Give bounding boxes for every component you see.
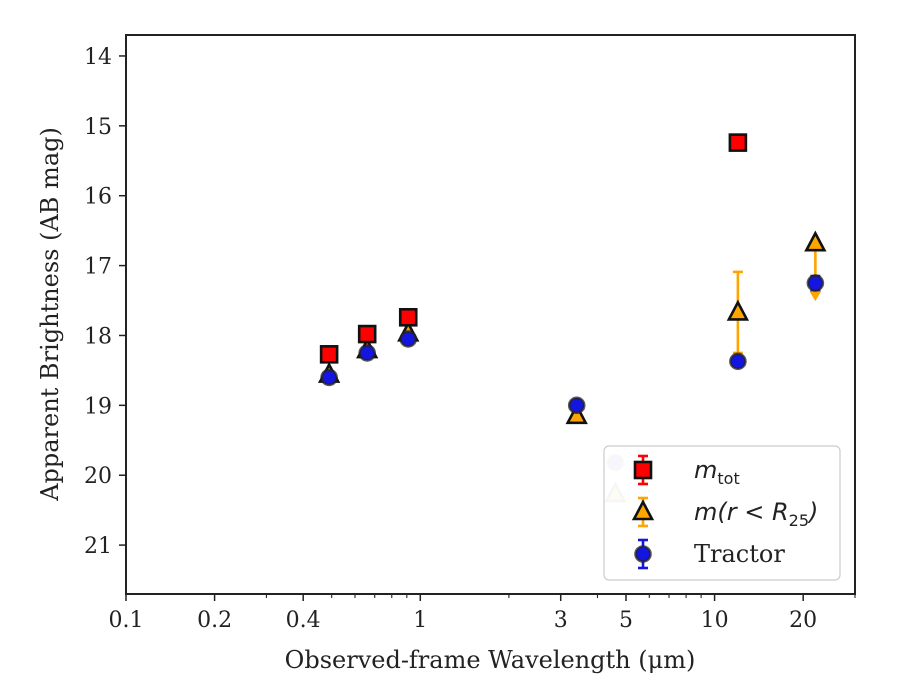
marker-tractor [358, 344, 376, 362]
legend-box [603, 445, 841, 581]
y-tick-label: 21 [84, 534, 112, 559]
legend-marker-tractor [634, 545, 652, 563]
x-tick-label: 1 [413, 608, 427, 633]
y-axis-label: Apparent Brightness (AB mag) [36, 127, 64, 502]
legend-marker-mtot [633, 460, 653, 480]
marker-tractor [806, 274, 825, 292]
x-tick-label: 3 [554, 608, 568, 633]
legend-label-mtot: mtot [694, 456, 740, 488]
axis-ticks: 0.1 0.2 0.4 1 3 5 10 20 14 15 16 17 18 19 20 21 [84, 45, 856, 633]
limit-arrow [809, 291, 822, 302]
marker-mr25 [565, 403, 588, 425]
x-tick-label: 10 [701, 608, 729, 633]
series-mtot [319, 133, 748, 364]
legend-label-mr25: m(r < R25) [694, 498, 818, 530]
legend: mtot m(r < R25) Tractor [603, 445, 841, 581]
legend-entry-mr25: m(r < R25) [631, 496, 818, 530]
marker-mtot [319, 345, 339, 364]
legend-marker-mr25 [631, 499, 655, 521]
marker-mr25 [726, 299, 750, 321]
x-tick-label: 0.2 [197, 608, 232, 633]
marker-mtot [728, 133, 748, 152]
marker-mr25 [804, 230, 827, 252]
x-tick-label: 20 [789, 608, 817, 633]
y-tick-label: 17 [84, 255, 112, 280]
marker-tractor [567, 396, 586, 415]
y-tick-label: 14 [84, 45, 112, 70]
y-tick-label: 18 [84, 324, 112, 349]
marker-tractor [729, 352, 747, 371]
legend-entry-mtot: mtot [633, 454, 740, 488]
x-tick-label: 0.4 [286, 608, 321, 633]
x-tick-label: 5 [619, 608, 633, 633]
marker-mtot [357, 324, 377, 344]
marker-tractor [399, 330, 418, 348]
y-tick-label: 15 [84, 115, 112, 140]
y-tick-label: 16 [84, 185, 112, 210]
y-tick-label: 20 [84, 464, 112, 489]
y-tick-label: 19 [84, 394, 112, 419]
x-axis-label: Observed-frame Wavelength (μm) [285, 646, 696, 674]
legend-label-tractor: Tractor [694, 540, 785, 568]
x-tick-label: 0.1 [109, 608, 144, 633]
marker-mtot [398, 307, 418, 327]
legend-entry-tractor: Tractor [634, 538, 785, 570]
marker-tractor [320, 368, 338, 387]
plot-frame [125, 34, 856, 595]
